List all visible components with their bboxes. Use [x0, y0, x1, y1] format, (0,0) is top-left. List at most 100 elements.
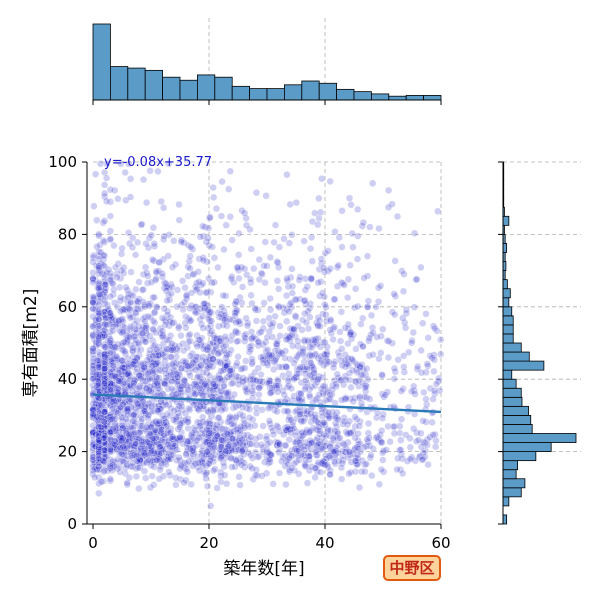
scatter-point: [354, 205, 362, 214]
scatter-point: [133, 238, 142, 247]
scatter-point: [352, 457, 360, 465]
scatter-point: [212, 204, 221, 213]
scatter-point: [305, 452, 314, 460]
scatter-point: [276, 332, 284, 340]
scatter-point: [390, 423, 398, 431]
scatter-point: [355, 422, 364, 430]
scatter-point: [175, 200, 183, 209]
scatter-point: [329, 363, 338, 372]
scatter-point: [302, 318, 311, 327]
scatter-point: [375, 224, 383, 233]
scatter-point: [266, 455, 274, 464]
scatter-point: [180, 377, 189, 385]
right-histogram-bar: [502, 288, 511, 299]
scatter-point: [161, 365, 169, 374]
scatter-point: [275, 440, 284, 449]
scatter-point: [339, 452, 347, 460]
scatter-point: [407, 387, 416, 396]
scatter-point: [347, 383, 355, 392]
scatter-point: [316, 292, 324, 300]
scatter-point: [366, 454, 374, 462]
scatter-point: [319, 382, 327, 390]
scatter-point: [90, 202, 98, 210]
scatter-point: [233, 337, 241, 346]
scatter-point: [155, 258, 163, 267]
scatter-point: [100, 181, 109, 189]
scatter-point: [126, 306, 134, 314]
scatter-point: [135, 295, 143, 303]
scatter-point: [162, 287, 170, 295]
scatter-point: [226, 367, 234, 375]
scatter-point: [252, 409, 261, 417]
scatter-point: [397, 446, 405, 454]
scatter-point: [189, 270, 197, 279]
scatter-point: [337, 463, 346, 472]
scatter-point: [384, 353, 393, 362]
scatter-point: [215, 337, 224, 345]
scatter-point: [158, 426, 166, 434]
right-histogram-bar: [502, 405, 529, 416]
scatter-point: [193, 452, 202, 461]
scatter-point: [108, 415, 116, 423]
scatter-point: [283, 274, 291, 283]
scatter-point: [157, 398, 165, 406]
scatter-point: [184, 418, 192, 426]
scatter-point: [97, 401, 105, 409]
scatter-point: [353, 255, 362, 263]
scatter-point: [408, 339, 416, 347]
scatter-point: [420, 388, 428, 397]
scatter-point: [243, 322, 252, 330]
scatter-point: [131, 305, 140, 313]
scatter-point: [246, 345, 255, 354]
scatter-point: [329, 335, 337, 344]
scatter-point: [301, 352, 309, 361]
scatter-point: [368, 471, 376, 480]
scatter-point: [186, 330, 194, 338]
scatter-point: [125, 474, 134, 482]
scatter-point: [175, 216, 183, 224]
scatter-point: [196, 384, 204, 392]
scatter-point: [279, 371, 287, 380]
scatter-point: [126, 314, 135, 322]
scatter-point: [195, 255, 203, 263]
scatter-point: [150, 481, 158, 489]
scatter-point: [180, 239, 188, 247]
scatter-point: [307, 359, 315, 367]
right-histogram-bar: [502, 414, 532, 425]
scatter-point: [394, 454, 402, 463]
scatter-point: [364, 419, 373, 428]
scatter-point: [367, 451, 375, 459]
scatter-point: [316, 316, 324, 325]
scatter-point: [280, 407, 289, 415]
scatter-point: [271, 312, 279, 320]
scatter-point: [273, 421, 281, 430]
scatter-point: [429, 395, 437, 403]
scatter-point: [217, 454, 225, 462]
scatter-point: [258, 406, 266, 414]
x-tick-label: 0: [88, 534, 98, 552]
scatter-point: [299, 344, 307, 353]
scatter-point: [299, 417, 308, 425]
scatter-point: [311, 413, 320, 422]
scatter-point: [260, 299, 268, 307]
scatter-point: [282, 291, 291, 300]
scatter-point: [118, 422, 127, 430]
scatter-point: [351, 434, 359, 442]
scatter-point: [377, 465, 385, 474]
scatter-point: [121, 347, 129, 356]
scatter-point: [239, 412, 247, 420]
scatter-point: [292, 198, 300, 207]
scatter-point: [100, 434, 108, 442]
scatter-point: [149, 326, 158, 334]
scatter-point: [238, 435, 246, 444]
scatter-point: [323, 461, 331, 469]
scatter-point: [242, 221, 251, 229]
scatter-point: [103, 354, 112, 362]
scatter-point: [288, 265, 296, 273]
scatter-point: [241, 334, 249, 342]
scatter-point: [168, 360, 177, 369]
scatter-point: [206, 213, 214, 221]
scatter-point: [100, 217, 109, 225]
scatter-point: [311, 448, 320, 456]
scatter-point: [345, 376, 354, 384]
